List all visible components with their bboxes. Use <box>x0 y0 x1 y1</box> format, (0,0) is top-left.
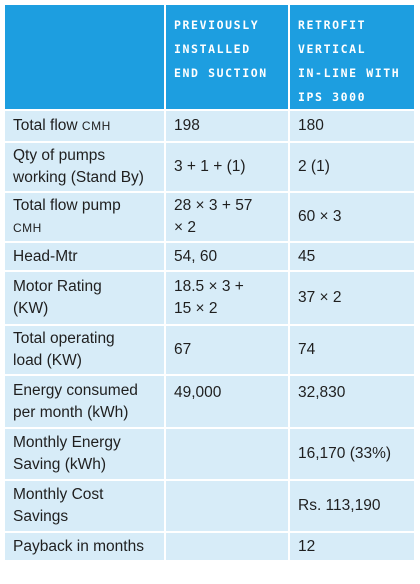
table-header-row: PREVIOUSLY INSTALLED END SUCTION RETROFI… <box>5 5 414 109</box>
previous-value: 198 <box>166 109 290 141</box>
table-row: Motor Rating (KW) 18.5 × 3 +15 × 2 37 × 2 <box>5 270 414 324</box>
header-retrofit: RETROFIT VERTICAL IN-LINE WITH IPS 3000 <box>290 5 414 109</box>
row-label: Energy consumed per month (kWh) <box>5 374 166 427</box>
row-label: Total flow pump CMH <box>5 191 166 241</box>
table-row: Qty of pumps working (Stand By) 3 + 1 + (… <box>5 141 414 191</box>
table-row: Total operating load (KW) 67 74 <box>5 324 414 374</box>
previous-value: 49,000 <box>166 374 290 427</box>
row-label: Total operating load (KW) <box>5 324 166 374</box>
retrofit-value: 16,170 (33%) <box>290 427 414 479</box>
previous-value: 28 × 3 + 57 × 2 <box>166 191 290 241</box>
previous-value <box>166 531 290 560</box>
header-previously-installed: PREVIOUSLY INSTALLED END SUCTION <box>166 5 290 109</box>
previous-value <box>166 427 290 479</box>
header-line: RETROFIT <box>298 18 367 32</box>
header-line: VERTICAL <box>298 42 367 56</box>
row-label: Qty of pumps working (Stand By) <box>5 141 166 191</box>
header-line: PREVIOUSLY <box>174 18 260 32</box>
previous-value: 18.5 × 3 +15 × 2 <box>166 270 290 324</box>
table-row: Total flow pump CMH 28 × 3 + 57 × 2 60 × 3 <box>5 191 414 241</box>
comparison-table: PREVIOUSLY INSTALLED END SUCTION RETROFI… <box>5 5 414 560</box>
retrofit-value: 60 × 3 <box>290 191 414 241</box>
header-line: IN-LINE WITH <box>298 66 401 80</box>
retrofit-value: 74 <box>290 324 414 374</box>
previous-value <box>166 479 290 531</box>
table-row: Monthly Energy Saving (kWh) 16,170 (33%) <box>5 427 414 479</box>
table-row: Payback in months 12 <box>5 531 414 560</box>
row-label: Total flow CMH <box>5 109 166 141</box>
table-row: Head-Mtr 54, 60 45 <box>5 241 414 270</box>
header-line: INSTALLED <box>174 42 251 56</box>
retrofit-value: 37 × 2 <box>290 270 414 324</box>
table-row: Total flow CMH 198 180 <box>5 109 414 141</box>
retrofit-value: 12 <box>290 531 414 560</box>
previous-value: 67 <box>166 324 290 374</box>
header-line: IPS 3000 <box>298 90 367 104</box>
header-line: END SUCTION <box>174 66 268 80</box>
retrofit-value: 45 <box>290 241 414 270</box>
retrofit-value: 32,830 <box>290 374 414 427</box>
retrofit-value: 2 (1) <box>290 141 414 191</box>
row-label: Payback in months <box>5 531 166 560</box>
previous-value: 3 + 1 + (1) <box>166 141 290 191</box>
previous-value: 54, 60 <box>166 241 290 270</box>
row-label: Monthly Cost Savings <box>5 479 166 531</box>
retrofit-value: 180 <box>290 109 414 141</box>
table-row: Energy consumed per month (kWh) 49,000 32… <box>5 374 414 427</box>
retrofit-value: Rs. 113,190 <box>290 479 414 531</box>
header-empty-cell <box>5 5 166 109</box>
row-label: Head-Mtr <box>5 241 166 270</box>
row-label: Monthly Energy Saving (kWh) <box>5 427 166 479</box>
table-row: Monthly Cost Savings Rs. 113,190 <box>5 479 414 531</box>
row-label: Motor Rating (KW) <box>5 270 166 324</box>
